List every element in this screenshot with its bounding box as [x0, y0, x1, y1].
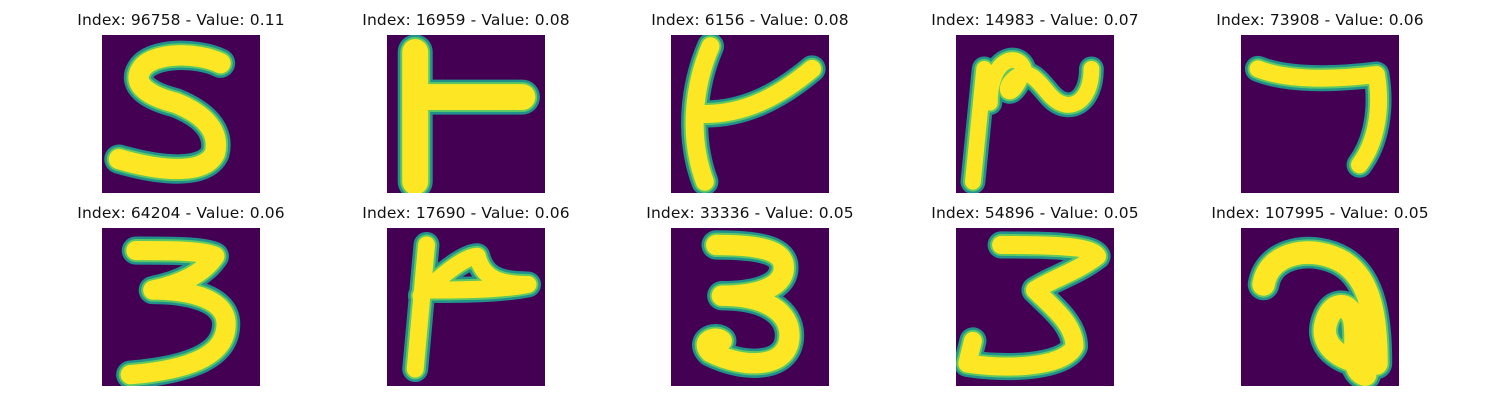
glyph-image — [671, 228, 829, 386]
handwritten-digit-3-image — [956, 228, 1114, 386]
glyph-image — [671, 35, 829, 193]
panel-title: Index: 96758 - Value: 0.11 — [77, 11, 285, 29]
stroke-core — [1252, 241, 1388, 386]
glyph-image — [387, 228, 545, 386]
panel-title: Index: 54896 - Value: 0.05 — [931, 204, 1139, 222]
stroke-core — [108, 45, 231, 180]
handwritten-glyph-wave-image — [956, 35, 1114, 193]
handwritten-glyph-loop-image — [1241, 228, 1399, 386]
panel-title: Index: 14983 - Value: 0.07 — [931, 11, 1139, 29]
stroke-core — [958, 235, 1107, 376]
glyph-image — [102, 35, 260, 193]
panel-title: Index: 73908 - Value: 0.06 — [1216, 11, 1424, 29]
handwritten-digit-5-image — [102, 35, 260, 193]
stroke-core — [695, 59, 822, 124]
panel-title: Index: 33336 - Value: 0.05 — [646, 204, 854, 222]
panel-title: Index: 16959 - Value: 0.08 — [362, 11, 570, 29]
glyph-image — [1241, 35, 1399, 193]
handwritten-glyph-slanted-t-image — [671, 35, 829, 193]
panel-title: Index: 17690 - Value: 0.06 — [362, 204, 570, 222]
handwritten-glyph-t-shape-image — [387, 35, 545, 193]
stroke-core — [981, 52, 1100, 113]
stroke-core — [120, 240, 236, 385]
glyph-image — [956, 228, 1114, 386]
stroke-core — [696, 234, 800, 374]
glyph-image — [1241, 228, 1399, 386]
glyph-image — [956, 35, 1114, 193]
handwritten-digit-3-image — [102, 228, 260, 386]
stroke-core — [685, 37, 720, 191]
glyph-image — [387, 35, 545, 193]
stroke-core — [1249, 60, 1387, 174]
handwritten-glyph-flag-image — [387, 228, 545, 386]
panel-title: Index: 6156 - Value: 0.08 — [651, 11, 849, 29]
panel-title: Index: 107995 - Value: 0.05 — [1211, 204, 1429, 222]
stroke-core — [965, 60, 993, 190]
stroke-core — [406, 236, 435, 378]
glyph-image — [102, 228, 260, 386]
handwritten-digit-3-image — [671, 228, 829, 386]
handwritten-digit-7-image — [1241, 35, 1399, 193]
stroke-core — [412, 247, 537, 305]
panel-title: Index: 64204 - Value: 0.06 — [77, 204, 285, 222]
